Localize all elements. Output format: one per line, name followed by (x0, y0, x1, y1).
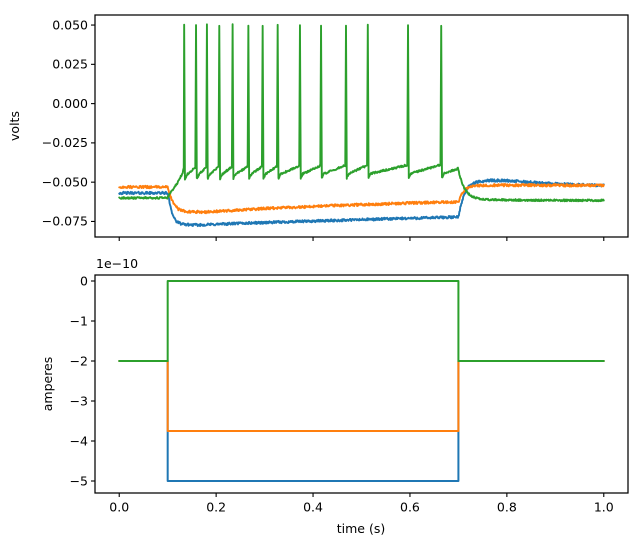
amperes-y-tick-label: −3 (70, 393, 88, 408)
cell2-current-line (118, 360, 605, 432)
time-x-axis-label: time (s) (337, 521, 385, 536)
amperes-x-tick-label: 0.6 (400, 500, 420, 515)
amperes-y-tick-label: −1 (70, 313, 88, 328)
amperes-x-tick-label: 0.4 (303, 500, 323, 515)
amperes-y-tick-label: 0 (80, 273, 88, 288)
volts-y-tick-label: 0.050 (52, 17, 88, 32)
volts-y-tick-label: 0.000 (52, 96, 88, 111)
amperes-y-tick-label: −5 (70, 473, 88, 488)
amperes-y-tick-label: −2 (70, 353, 88, 368)
volts-axes: 0.050 0.025 0.000 −0.025 −0.050 −0.075 (42, 14, 629, 241)
amperes-x-tick-label: 1.0 (594, 500, 614, 515)
amperes-y-tick-label: −4 (70, 433, 88, 448)
amperes-axes: 0.0 0.2 0.4 0.6 0.8 1.0 0 −1 −2 −3 −4 −5 (70, 273, 629, 515)
amperes-x-tick-label: 0.8 (497, 500, 517, 515)
volts-y-tick-label: −0.050 (42, 174, 88, 189)
amperes-y-axis-label: amperes (40, 357, 55, 412)
volts-y-axis-label: volts (7, 111, 22, 141)
cell3-voltage-line (118, 23, 605, 203)
cell3-current-line (118, 280, 605, 362)
volts-plot-area (94, 14, 629, 238)
amperes-x-tick-label: 0.0 (109, 500, 129, 515)
volts-y-tick-label: −0.025 (42, 135, 88, 150)
volts-y-tick-label: 0.025 (52, 57, 88, 72)
amperes-plot-area (94, 274, 629, 494)
cell2-voltage-line (118, 183, 605, 215)
amperes-offset-text: 1e−10 (96, 256, 138, 271)
cell1-voltage-line (118, 178, 605, 228)
cell1-current-line (118, 360, 605, 482)
volts-y-tick-label: −0.075 (42, 214, 88, 229)
amperes-x-tick-label: 0.2 (206, 500, 226, 515)
